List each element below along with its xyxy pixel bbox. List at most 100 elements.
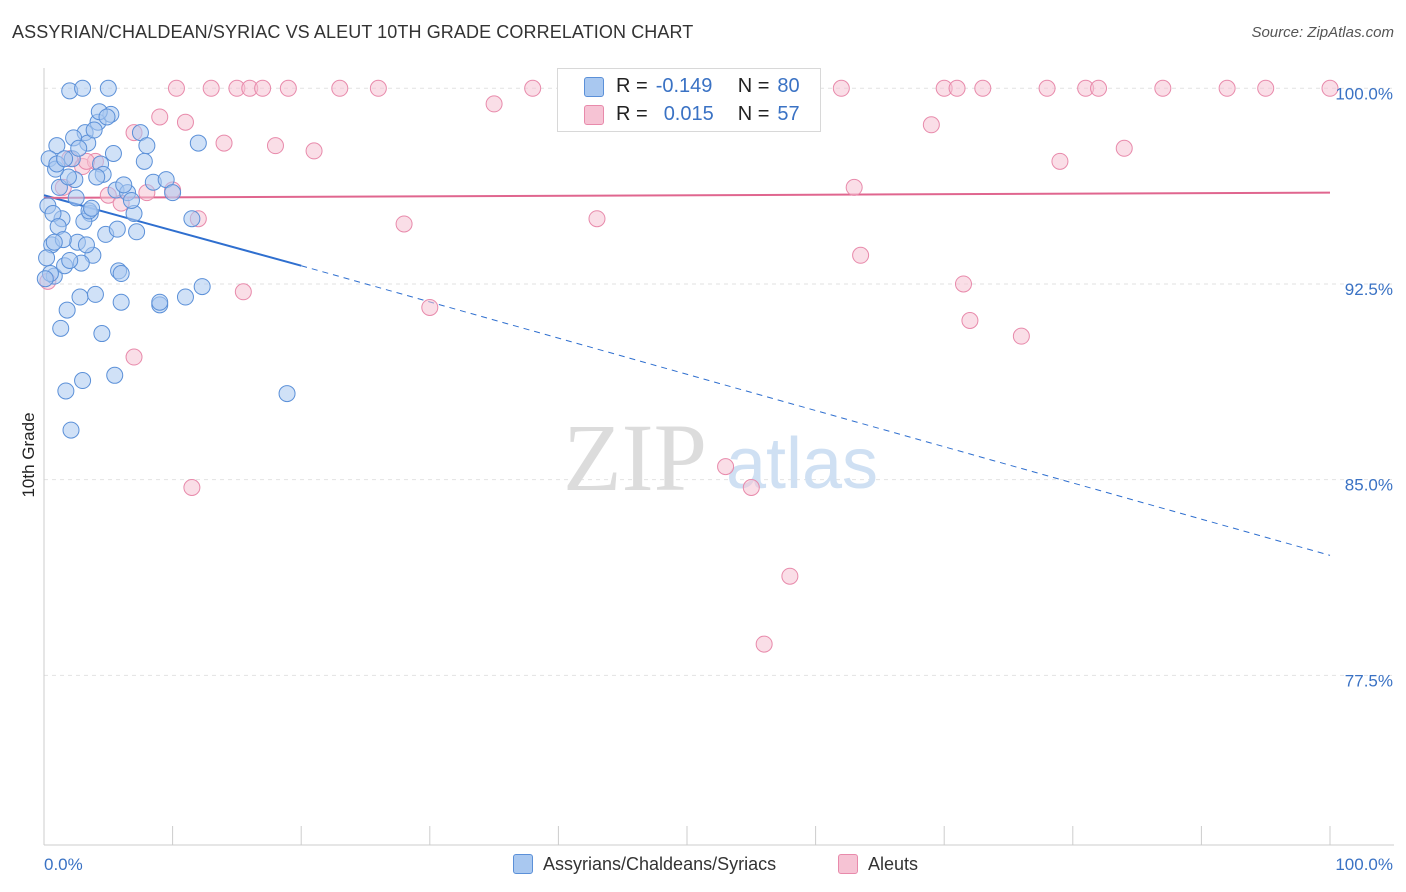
aleut-point [331,79,349,97]
aleut-point [1051,152,1069,170]
aleut-point [125,348,143,366]
r-label: R = [616,102,648,125]
aleut-point [742,479,760,497]
assyrian-point [99,79,117,97]
aleut-point [961,312,979,330]
y-tick-label: 85.0% [1345,476,1393,495]
legend-swatch-blue [513,854,533,874]
assyrian-point [88,168,106,186]
aleut-point [845,178,863,196]
assyrian-point [58,301,76,319]
n-label: N = [737,102,770,125]
assyrian-point [56,150,74,168]
assyrian-point [38,249,56,267]
aleut-point [922,116,940,134]
y-axis-label: 10th Grade [19,412,38,497]
assyrian-point [93,325,111,343]
aleut-point [151,108,169,126]
legend-label-pink: Aleuts [868,853,919,874]
y-tick-label: 100.0% [1335,84,1393,103]
aleut-point [266,137,284,155]
x-tick-label: 100.0% [1335,855,1393,874]
aleut-point [781,567,799,585]
assyrian-point [57,382,75,400]
legend-row-pink: R = 0.015 N = 57 [616,101,800,127]
aleut-point [852,246,870,264]
assyrian-point [278,385,296,403]
assyrian-point [67,189,85,207]
source-label: Source: ZipAtlas.com [1251,24,1394,41]
aleut-point [1090,79,1108,97]
aleut-point [485,95,503,113]
assyrian-point [135,152,153,170]
assyrian-point [138,137,156,155]
assyrian-point [52,319,70,337]
aleut-point [524,79,542,97]
watermark: ZIP atlas [563,404,878,511]
assyrian-point [104,145,122,163]
aleut-point [948,79,966,97]
y-tick-label: 77.5% [1345,671,1393,690]
assyrian-point [122,191,140,209]
assyrian-point [62,421,80,439]
assyrian-point [115,176,133,194]
grid-lines [44,87,1394,676]
legend-label-blue: Assyrians/Chaldeans/Syriacs [543,853,777,874]
r-label: R = [616,74,648,97]
legend-swatch-pink [838,854,858,874]
aleut-point [755,635,773,653]
aleut-point [279,79,297,97]
aleut-point [588,210,606,228]
x-tick-label: 0.0% [44,855,83,874]
legend-row-blue: R = -0.149 N = 80 [616,73,800,99]
assyrian-point [83,199,101,217]
assyrian-point [36,270,54,288]
aleut-point [954,275,972,293]
assyrian-point [183,210,201,228]
aleut-point [1321,79,1339,97]
assyrian-point [128,223,146,241]
aleut-points [39,79,1339,653]
aleut-point [421,298,439,316]
aleut-point [254,79,272,97]
assyrian-point [106,366,124,384]
series-legend-blue: Assyrians/Chaldeans/Syriacs [513,852,776,876]
assyrian-trend-dashed [301,265,1331,556]
series-legend-pink: Aleuts [838,852,918,876]
aleut-point [395,215,413,233]
assyrian-point [48,137,66,155]
aleut-point [1257,79,1275,97]
aleut-point [1218,79,1236,97]
assyrian-point [74,372,92,390]
assyrian-point [59,168,77,186]
assyrian-point [70,139,88,157]
n-label: N = [737,74,770,97]
assyrian-point [193,278,211,296]
aleut-point [215,134,233,152]
axes [43,68,1394,846]
aleut-point [974,79,992,97]
assyrian-point [112,265,130,283]
aleut-point [202,79,220,97]
assyrian-point [45,233,63,251]
aleut-point [1154,79,1172,97]
assyrian-point [71,288,89,306]
tick-labels: 100.0% 92.5% 85.0% 77.5% 0.0% 100.0% [44,84,1393,874]
aleut-point [305,142,323,160]
legend-swatch-blue [584,77,604,97]
aleut-point [176,113,194,131]
r-value: 0.015 [663,102,714,125]
y-tick-label: 92.5% [1345,280,1393,299]
n-value: 80 [777,74,800,97]
assyrian-point [189,134,207,152]
aleut-point [1012,327,1030,345]
aleut-point [832,79,850,97]
assyrian-points [36,79,296,439]
aleut-point [1115,139,1133,157]
correlation-legend: R = -0.149 N = 80 R = 0.015 N = 57 [557,68,821,132]
assyrian-point [61,251,79,269]
r-value: -0.149 [655,74,713,97]
assyrian-point [85,121,103,139]
n-value: 57 [777,102,800,125]
